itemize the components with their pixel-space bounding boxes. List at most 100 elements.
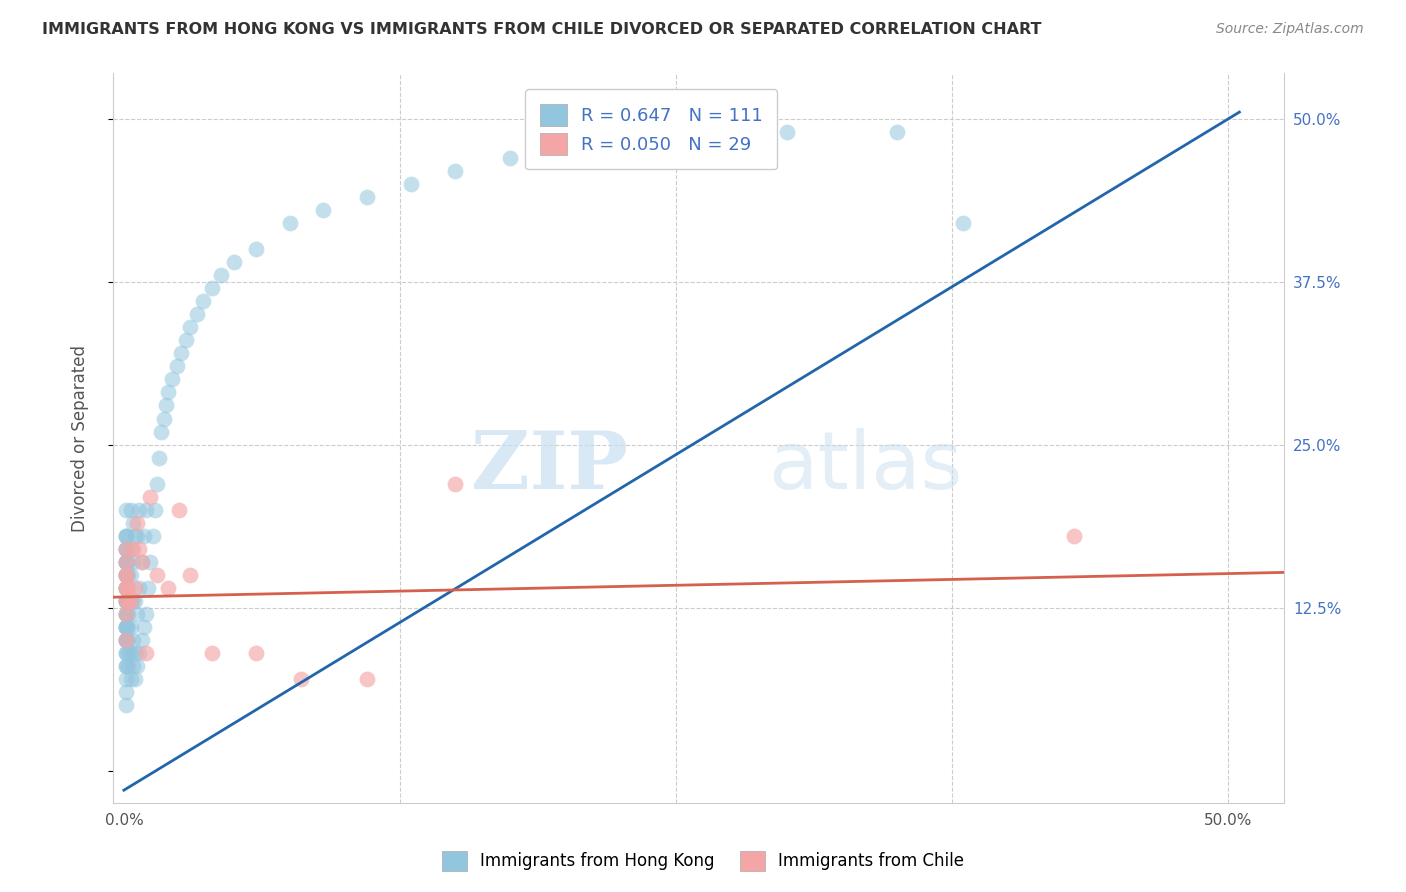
Point	[115, 503, 138, 517]
Point	[115, 607, 138, 621]
Point	[120, 594, 142, 608]
Point	[952, 216, 974, 230]
Point	[610, 137, 633, 152]
Point	[174, 334, 197, 348]
Point	[121, 516, 143, 530]
Point	[115, 541, 138, 556]
Point	[139, 490, 162, 504]
Point	[115, 633, 138, 648]
Point	[121, 594, 143, 608]
Point	[179, 320, 201, 334]
Point	[117, 594, 139, 608]
Point	[115, 673, 138, 687]
Point	[120, 541, 142, 556]
Point	[115, 555, 138, 569]
Point	[775, 125, 797, 139]
Point	[143, 503, 166, 517]
Point	[115, 555, 138, 569]
Point	[245, 646, 267, 660]
Point	[115, 633, 138, 648]
Point	[127, 529, 149, 543]
Point	[115, 581, 138, 595]
Point	[131, 555, 153, 569]
Point	[115, 581, 138, 595]
Point	[117, 620, 139, 634]
Point	[115, 607, 138, 621]
Point	[115, 607, 138, 621]
Point	[117, 646, 139, 660]
Y-axis label: Divorced or Separated: Divorced or Separated	[72, 344, 89, 532]
Point	[115, 568, 138, 582]
Point	[312, 202, 335, 217]
Text: IMMIGRANTS FROM HONG KONG VS IMMIGRANTS FROM CHILE DIVORCED OR SEPARATED CORRELA: IMMIGRANTS FROM HONG KONG VS IMMIGRANTS …	[42, 22, 1042, 37]
Point	[135, 607, 157, 621]
Point	[117, 555, 139, 569]
Point	[115, 594, 138, 608]
Point	[115, 541, 138, 556]
Point	[115, 568, 138, 582]
Point	[499, 151, 522, 165]
Point	[117, 607, 139, 621]
Point	[135, 646, 157, 660]
Point	[115, 529, 138, 543]
Point	[209, 268, 232, 282]
Point	[115, 568, 138, 582]
Point	[115, 568, 138, 582]
Point	[115, 581, 138, 595]
Point	[115, 646, 138, 660]
Point	[135, 503, 157, 517]
Point	[115, 594, 138, 608]
Point	[115, 646, 138, 660]
Legend: Immigrants from Hong Kong, Immigrants from Chile: Immigrants from Hong Kong, Immigrants fr…	[433, 842, 973, 880]
Point	[127, 516, 149, 530]
Point	[186, 307, 208, 321]
Point	[167, 503, 190, 517]
Point	[115, 568, 138, 582]
Point	[115, 633, 138, 648]
Point	[115, 620, 138, 634]
Point	[886, 125, 908, 139]
Text: Source: ZipAtlas.com: Source: ZipAtlas.com	[1216, 22, 1364, 37]
Point	[115, 698, 138, 713]
Point	[127, 659, 149, 673]
Point	[117, 568, 139, 582]
Point	[146, 568, 169, 582]
Point	[152, 411, 174, 425]
Point	[278, 216, 301, 230]
Point	[115, 529, 138, 543]
Point	[115, 581, 138, 595]
Point	[131, 555, 153, 569]
Point	[115, 529, 138, 543]
Point	[120, 620, 142, 634]
Point	[121, 633, 143, 648]
Point	[356, 673, 378, 687]
Point	[128, 541, 150, 556]
Point	[121, 659, 143, 673]
Point	[115, 541, 138, 556]
Point	[124, 594, 146, 608]
Legend: R = 0.647   N = 111, R = 0.050   N = 29: R = 0.647 N = 111, R = 0.050 N = 29	[526, 89, 778, 169]
Point	[115, 568, 138, 582]
Point	[124, 646, 146, 660]
Point	[139, 555, 162, 569]
Point	[120, 503, 142, 517]
Point	[554, 151, 576, 165]
Point	[201, 281, 224, 295]
Text: atlas: atlas	[769, 428, 963, 507]
Point	[157, 581, 180, 595]
Point	[115, 594, 138, 608]
Point	[115, 659, 138, 673]
Point	[124, 529, 146, 543]
Point	[290, 673, 312, 687]
Point	[115, 620, 138, 634]
Point	[115, 594, 138, 608]
Point	[115, 568, 138, 582]
Point	[115, 541, 138, 556]
Text: ZIP: ZIP	[471, 428, 628, 507]
Point	[115, 620, 138, 634]
Point	[117, 594, 139, 608]
Point	[193, 294, 215, 309]
Point	[120, 646, 142, 660]
Point	[127, 607, 149, 621]
Point	[120, 673, 142, 687]
